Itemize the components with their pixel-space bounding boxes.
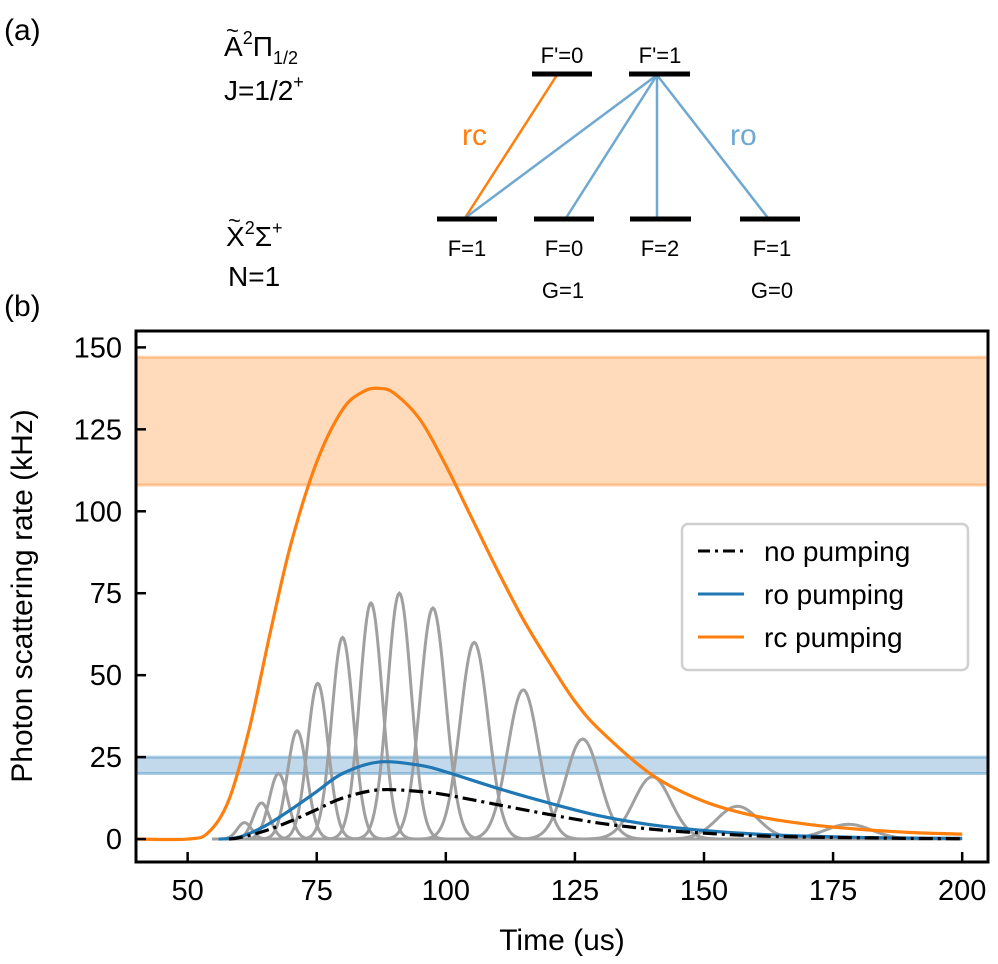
label-fprime0: F'=0 — [541, 43, 584, 68]
rate-curves — [136, 386, 963, 842]
ground-term-sup2: + — [272, 218, 283, 238]
y-axis-label: Photon scattering rate (kHz) — [6, 409, 39, 783]
level-diagram: A2Π1/2 ~ J=1/2+ X2Σ+ ~ N=1 F'=0 F'=1 F=1… — [224, 18, 800, 303]
ro-transition-line-1 — [464, 73, 658, 220]
x-tick-label-125: 125 — [551, 875, 599, 907]
band-1 — [136, 757, 988, 774]
label-g1: G=1 — [542, 278, 584, 303]
rc-label: rc — [462, 119, 487, 152]
excited-j-label: J=1/2 — [224, 75, 293, 106]
ground-term: X2Σ+ — [226, 218, 283, 252]
legend-box — [680, 522, 970, 672]
y-tick-label-75: 75 — [90, 578, 122, 610]
label-f0: F=0 — [545, 236, 584, 261]
y-tick-label-50: 50 — [90, 660, 122, 692]
excited-term-symbol: Π — [253, 31, 273, 62]
excited-j: J=1/2+ — [224, 72, 304, 106]
x-axis-label: Time (us) — [499, 924, 625, 957]
x-tick-label-75: 75 — [301, 875, 333, 907]
ro-transition-line-2 — [564, 74, 659, 219]
ro-label: ro — [730, 119, 757, 152]
gray-pulse-6 — [319, 600, 423, 841]
label-fprime1: F'=1 — [639, 43, 682, 68]
legend: no pumping ro pumping rc pumping — [680, 522, 970, 672]
curve-ro-pumping — [218, 760, 963, 841]
plot-frame — [134, 329, 990, 864]
y-axis-ticks: 0 25 50 75 100 125 150 — [74, 332, 146, 856]
panel-label-a: (a) — [4, 14, 41, 47]
ground-tilde: ~ — [228, 208, 241, 233]
legend-label-ro-pumping: ro pumping — [764, 579, 904, 610]
y-tick-label-0: 0 — [106, 824, 122, 856]
y-tick-label-25: 25 — [90, 742, 122, 774]
ground-term-sup: 2 — [245, 218, 255, 238]
x-tick-label-150: 150 — [680, 875, 728, 907]
gray-pulse-4 — [271, 681, 365, 841]
gray-pulse-5 — [293, 635, 392, 841]
x-tick-label-100: 100 — [422, 875, 470, 907]
ground-n: N=1 — [228, 261, 280, 292]
excited-term-sub: 1/2 — [273, 48, 298, 68]
legend-label-no-pumping: no pumping — [764, 536, 910, 567]
x-tick-label-175: 175 — [809, 875, 857, 907]
gray-pulse-9 — [411, 640, 537, 841]
excited-tilde: ~ — [226, 18, 239, 43]
excited-j-sup: + — [293, 72, 304, 92]
band-0 — [136, 357, 988, 486]
curve-no-pumping — [228, 787, 963, 841]
excited-term: A2Π1/2 — [224, 28, 298, 68]
x-tick-label-50: 50 — [172, 875, 204, 907]
excited-term-letter: A — [224, 31, 243, 62]
x-tick-label-200: 200 — [938, 875, 986, 907]
x-axis-ticks: 50 75 100 125 150 175 200 — [172, 852, 986, 907]
label-f1-b: F=1 — [753, 236, 792, 261]
y-tick-label-125: 125 — [74, 414, 122, 446]
curve-rc-pumping — [136, 386, 963, 842]
legend-label-rc-pumping: rc pumping — [764, 622, 903, 653]
panel-label-b: (b) — [4, 290, 41, 323]
excited-term-sup: 2 — [243, 28, 253, 48]
y-tick-label-100: 100 — [74, 496, 122, 528]
rc-transition-line — [463, 74, 559, 219]
ro-transition-line-4 — [656, 74, 769, 219]
ground-term-letter: X — [226, 221, 245, 252]
label-f1-a: F=1 — [448, 236, 487, 261]
ground-term-symbol: Σ — [255, 221, 272, 252]
gray-pulse-8 — [374, 605, 492, 841]
label-f2: F=2 — [641, 236, 680, 261]
label-g0: G=0 — [751, 278, 793, 303]
scattering-rate-chart: 50 75 100 125 150 175 200 0 25 50 75 100 125 150 Tim… — [6, 329, 990, 957]
gray-pulse-10 — [453, 688, 593, 841]
y-tick-label-150: 150 — [74, 332, 122, 364]
